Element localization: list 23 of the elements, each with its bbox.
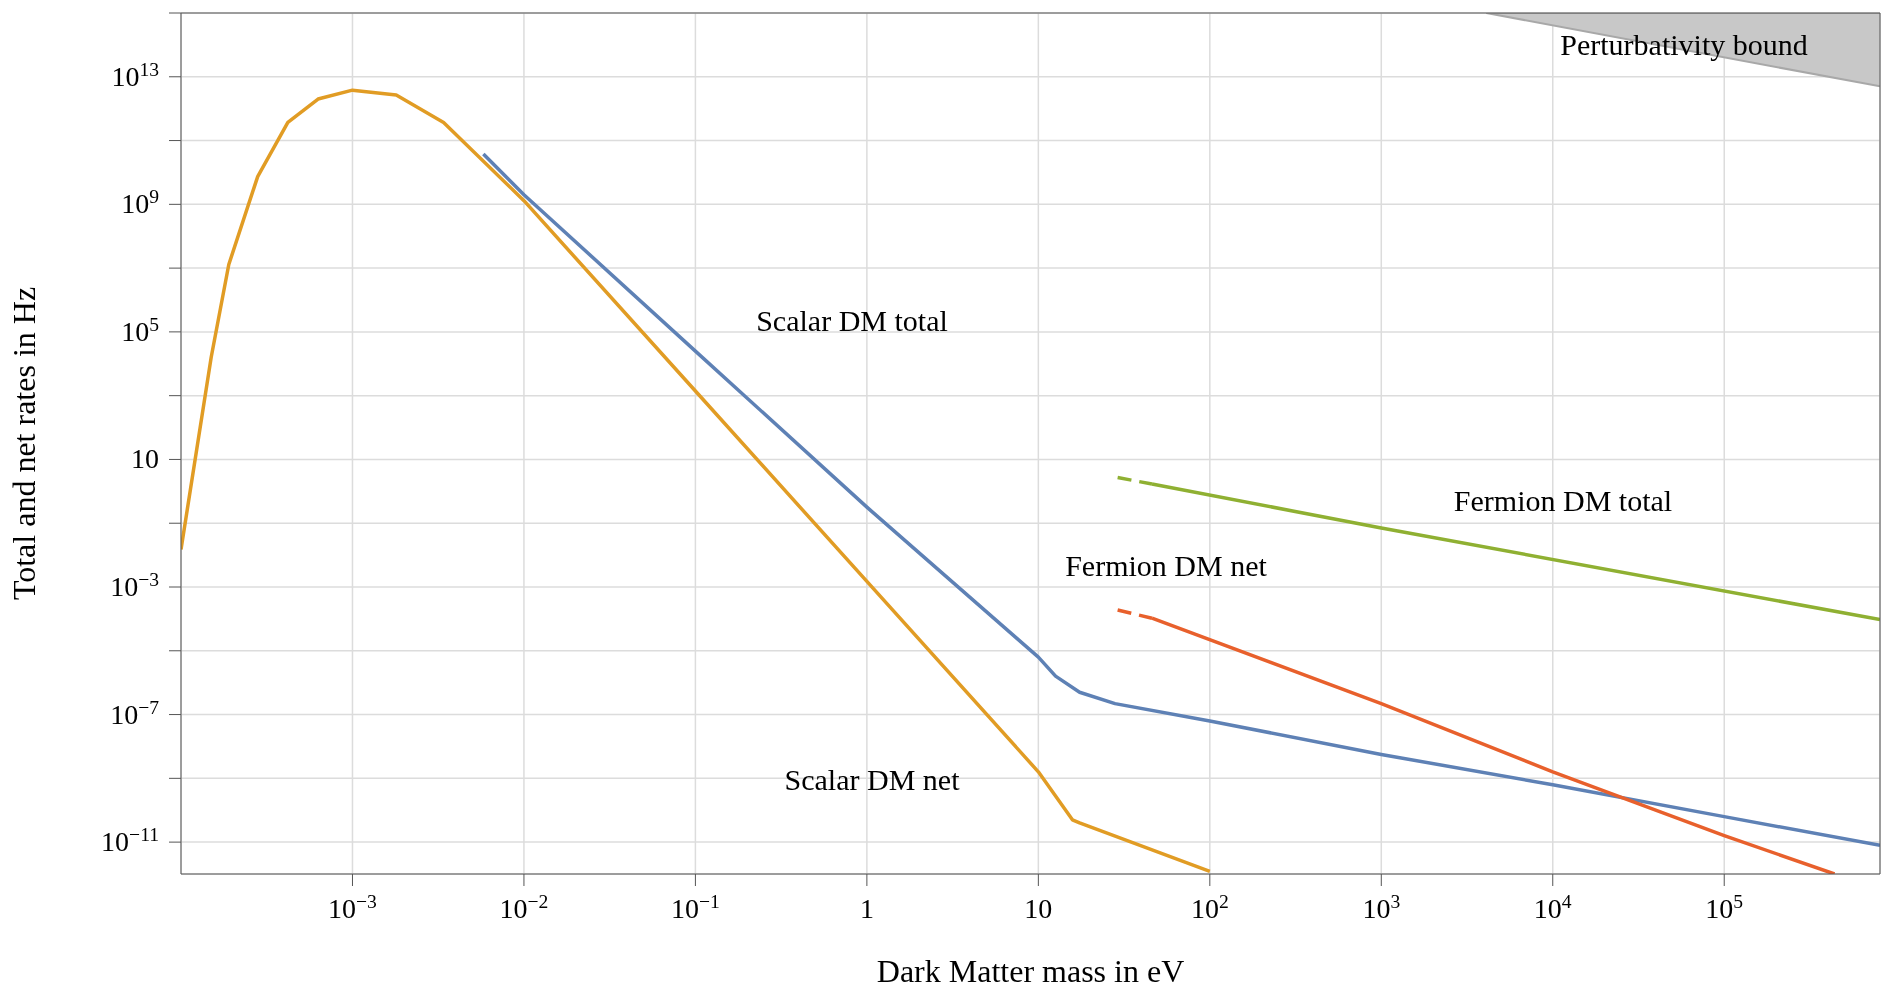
x-tick-label: 10 (1024, 893, 1053, 924)
series-label: Fermion DM net (1065, 549, 1268, 582)
y-tick-label: 10 (131, 443, 159, 475)
x-tick-label: 10$^{3}$ (1362, 890, 1401, 924)
series-label: Fermion DM total (1453, 484, 1673, 517)
series-label: Scalar DM net (784, 763, 961, 796)
x-tick-label: 1 (859, 893, 874, 924)
y-tick-label: 10$^{−3}$ (110, 568, 160, 602)
y-tick-label: 10$^{−11}$ (101, 823, 159, 858)
x-axis-title: Dark Matter mass in eV (876, 953, 1185, 989)
series-label: Perturbativity bound (1560, 28, 1808, 61)
x-tick-label: 10$^{−2}$ (499, 890, 549, 924)
y-tick-label: 10$^{5}$ (121, 313, 160, 347)
y-tick-label: 10$^{−7}$ (110, 696, 160, 730)
series-label: Scalar DM total (756, 304, 948, 337)
x-tick-label: 10$^{2}$ (1190, 890, 1229, 924)
y-tick-label: 10$^{9}$ (121, 185, 159, 220)
x-tick-label: 10$^{−3}$ (328, 890, 378, 924)
x-tick-label: 10$^{4}$ (1533, 890, 1572, 924)
x-tick-label: 10$^{5}$ (1705, 890, 1744, 924)
x-tick-label: 10$^{−1}$ (670, 890, 720, 924)
y-axis-title: Total and net rates in Hz (6, 286, 43, 601)
y-tick-label: 10$^{13}$ (111, 58, 160, 92)
